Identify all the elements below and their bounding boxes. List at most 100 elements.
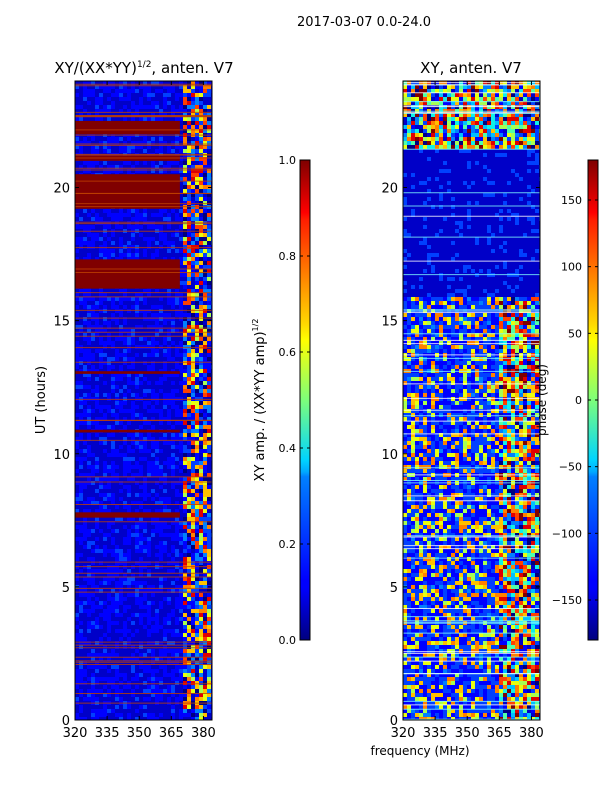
heatmap-cell xyxy=(115,97,119,101)
heatmap-cell xyxy=(131,541,135,545)
heatmap-cell xyxy=(199,601,203,605)
heatmap-cell xyxy=(179,213,183,217)
heatmap-cell xyxy=(203,317,207,321)
heatmap-cell xyxy=(127,141,131,145)
heatmap-cell xyxy=(119,213,123,217)
heatmap-cell xyxy=(163,101,167,105)
heatmap-cell xyxy=(147,165,151,169)
heatmap-cell xyxy=(107,145,111,149)
heatmap-cell xyxy=(107,637,111,641)
heatmap-cell xyxy=(99,237,103,241)
heatmap-cell xyxy=(87,569,91,573)
heatmap-cell xyxy=(103,169,107,173)
heatmap-cell xyxy=(199,257,203,261)
heatmap-cell xyxy=(143,589,147,593)
heatmap-cell xyxy=(139,217,143,221)
heatmap-cell xyxy=(159,137,163,141)
heatmap-cell xyxy=(139,545,143,549)
heatmap-cell xyxy=(143,605,147,609)
heatmap-cell xyxy=(171,241,175,245)
heatmap-cell xyxy=(95,633,99,637)
heatmap-cell xyxy=(111,477,115,481)
heatmap-cell xyxy=(199,593,203,597)
heatmap-cell xyxy=(111,137,115,141)
heatmap-cell xyxy=(91,461,95,465)
heatmap-cell xyxy=(163,93,167,97)
heatmap-cell xyxy=(195,109,199,113)
heatmap-cell xyxy=(159,561,163,565)
heatmap-cell xyxy=(127,505,131,509)
heatmap-cell xyxy=(79,465,83,469)
heatmap-cell xyxy=(159,389,163,393)
heatmap-cell xyxy=(103,501,107,505)
heatmap-cell xyxy=(95,409,99,413)
heatmap-cell xyxy=(163,481,167,485)
heatmap-cell xyxy=(99,293,103,297)
heatmap-cell xyxy=(115,537,119,541)
heatmap-cell xyxy=(147,141,151,145)
heatmap-cell xyxy=(143,209,147,213)
heatmap-cell xyxy=(163,561,167,565)
heatmap-cell xyxy=(159,421,163,425)
heatmap-cell xyxy=(191,141,195,145)
heatmap-cell xyxy=(123,221,127,225)
heatmap-cell xyxy=(167,145,171,149)
heatmap-cell xyxy=(131,461,135,465)
heatmap-cell xyxy=(187,129,191,133)
heatmap-cell xyxy=(135,353,139,357)
heatmap-cell xyxy=(79,145,83,149)
heatmap-cell xyxy=(135,213,139,217)
heatmap-cell xyxy=(175,569,179,573)
heatmap-cell xyxy=(151,469,155,473)
heatmap-cell xyxy=(87,433,91,437)
heatmap-cell xyxy=(75,609,79,613)
heatmap-cell xyxy=(151,473,155,477)
heatmap-cell xyxy=(179,465,183,469)
heatmap-cell xyxy=(123,489,127,493)
heatmap-cell xyxy=(127,101,131,105)
heatmap-cell xyxy=(123,589,127,593)
heatmap-cell xyxy=(111,533,115,537)
heatmap-cell xyxy=(195,605,199,609)
heatmap-cell xyxy=(75,549,79,553)
heatmap-cell xyxy=(131,321,135,325)
heatmap-cell xyxy=(135,325,139,329)
heatmap-cell xyxy=(163,105,167,109)
heatmap-cell xyxy=(139,625,143,629)
heatmap-cell xyxy=(207,269,211,273)
heatmap-cell xyxy=(111,373,115,377)
heatmap-cell xyxy=(83,417,87,421)
heatmap-cell xyxy=(179,517,183,521)
heatmap-cell xyxy=(75,225,79,229)
heatmap-cell xyxy=(103,493,107,497)
heatmap-cell xyxy=(187,429,191,433)
heatmap-cell xyxy=(167,361,171,365)
heatmap-cell xyxy=(123,213,127,217)
heatmap-cell xyxy=(107,369,111,373)
heatmap-cell xyxy=(179,345,183,349)
heatmap-cell xyxy=(195,93,199,97)
heatmap-cell xyxy=(175,597,179,601)
heatmap-cell xyxy=(187,189,191,193)
heatmap-cell xyxy=(179,269,183,273)
heatmap-cell xyxy=(135,589,139,593)
heatmap-cell xyxy=(191,589,195,593)
heatmap-cell xyxy=(191,209,195,213)
heatmap-cell xyxy=(79,249,83,253)
heatmap-cell xyxy=(111,233,115,237)
heatmap-cell xyxy=(111,297,115,301)
heatmap-cell xyxy=(199,277,203,281)
heatmap-cell xyxy=(91,241,95,245)
heatmap-cell xyxy=(127,485,131,489)
heatmap-cell xyxy=(107,633,111,637)
heatmap-cell xyxy=(171,505,175,509)
heatmap-cell xyxy=(155,641,159,645)
heatmap-cell xyxy=(187,553,191,557)
heatmap-cell xyxy=(139,421,143,425)
heatmap-cell xyxy=(103,561,107,565)
heatmap-cell xyxy=(75,297,79,301)
heatmap-cell xyxy=(87,257,91,261)
heatmap-cell xyxy=(163,373,167,377)
heatmap-cell xyxy=(139,213,143,217)
heatmap-cell xyxy=(191,393,195,397)
